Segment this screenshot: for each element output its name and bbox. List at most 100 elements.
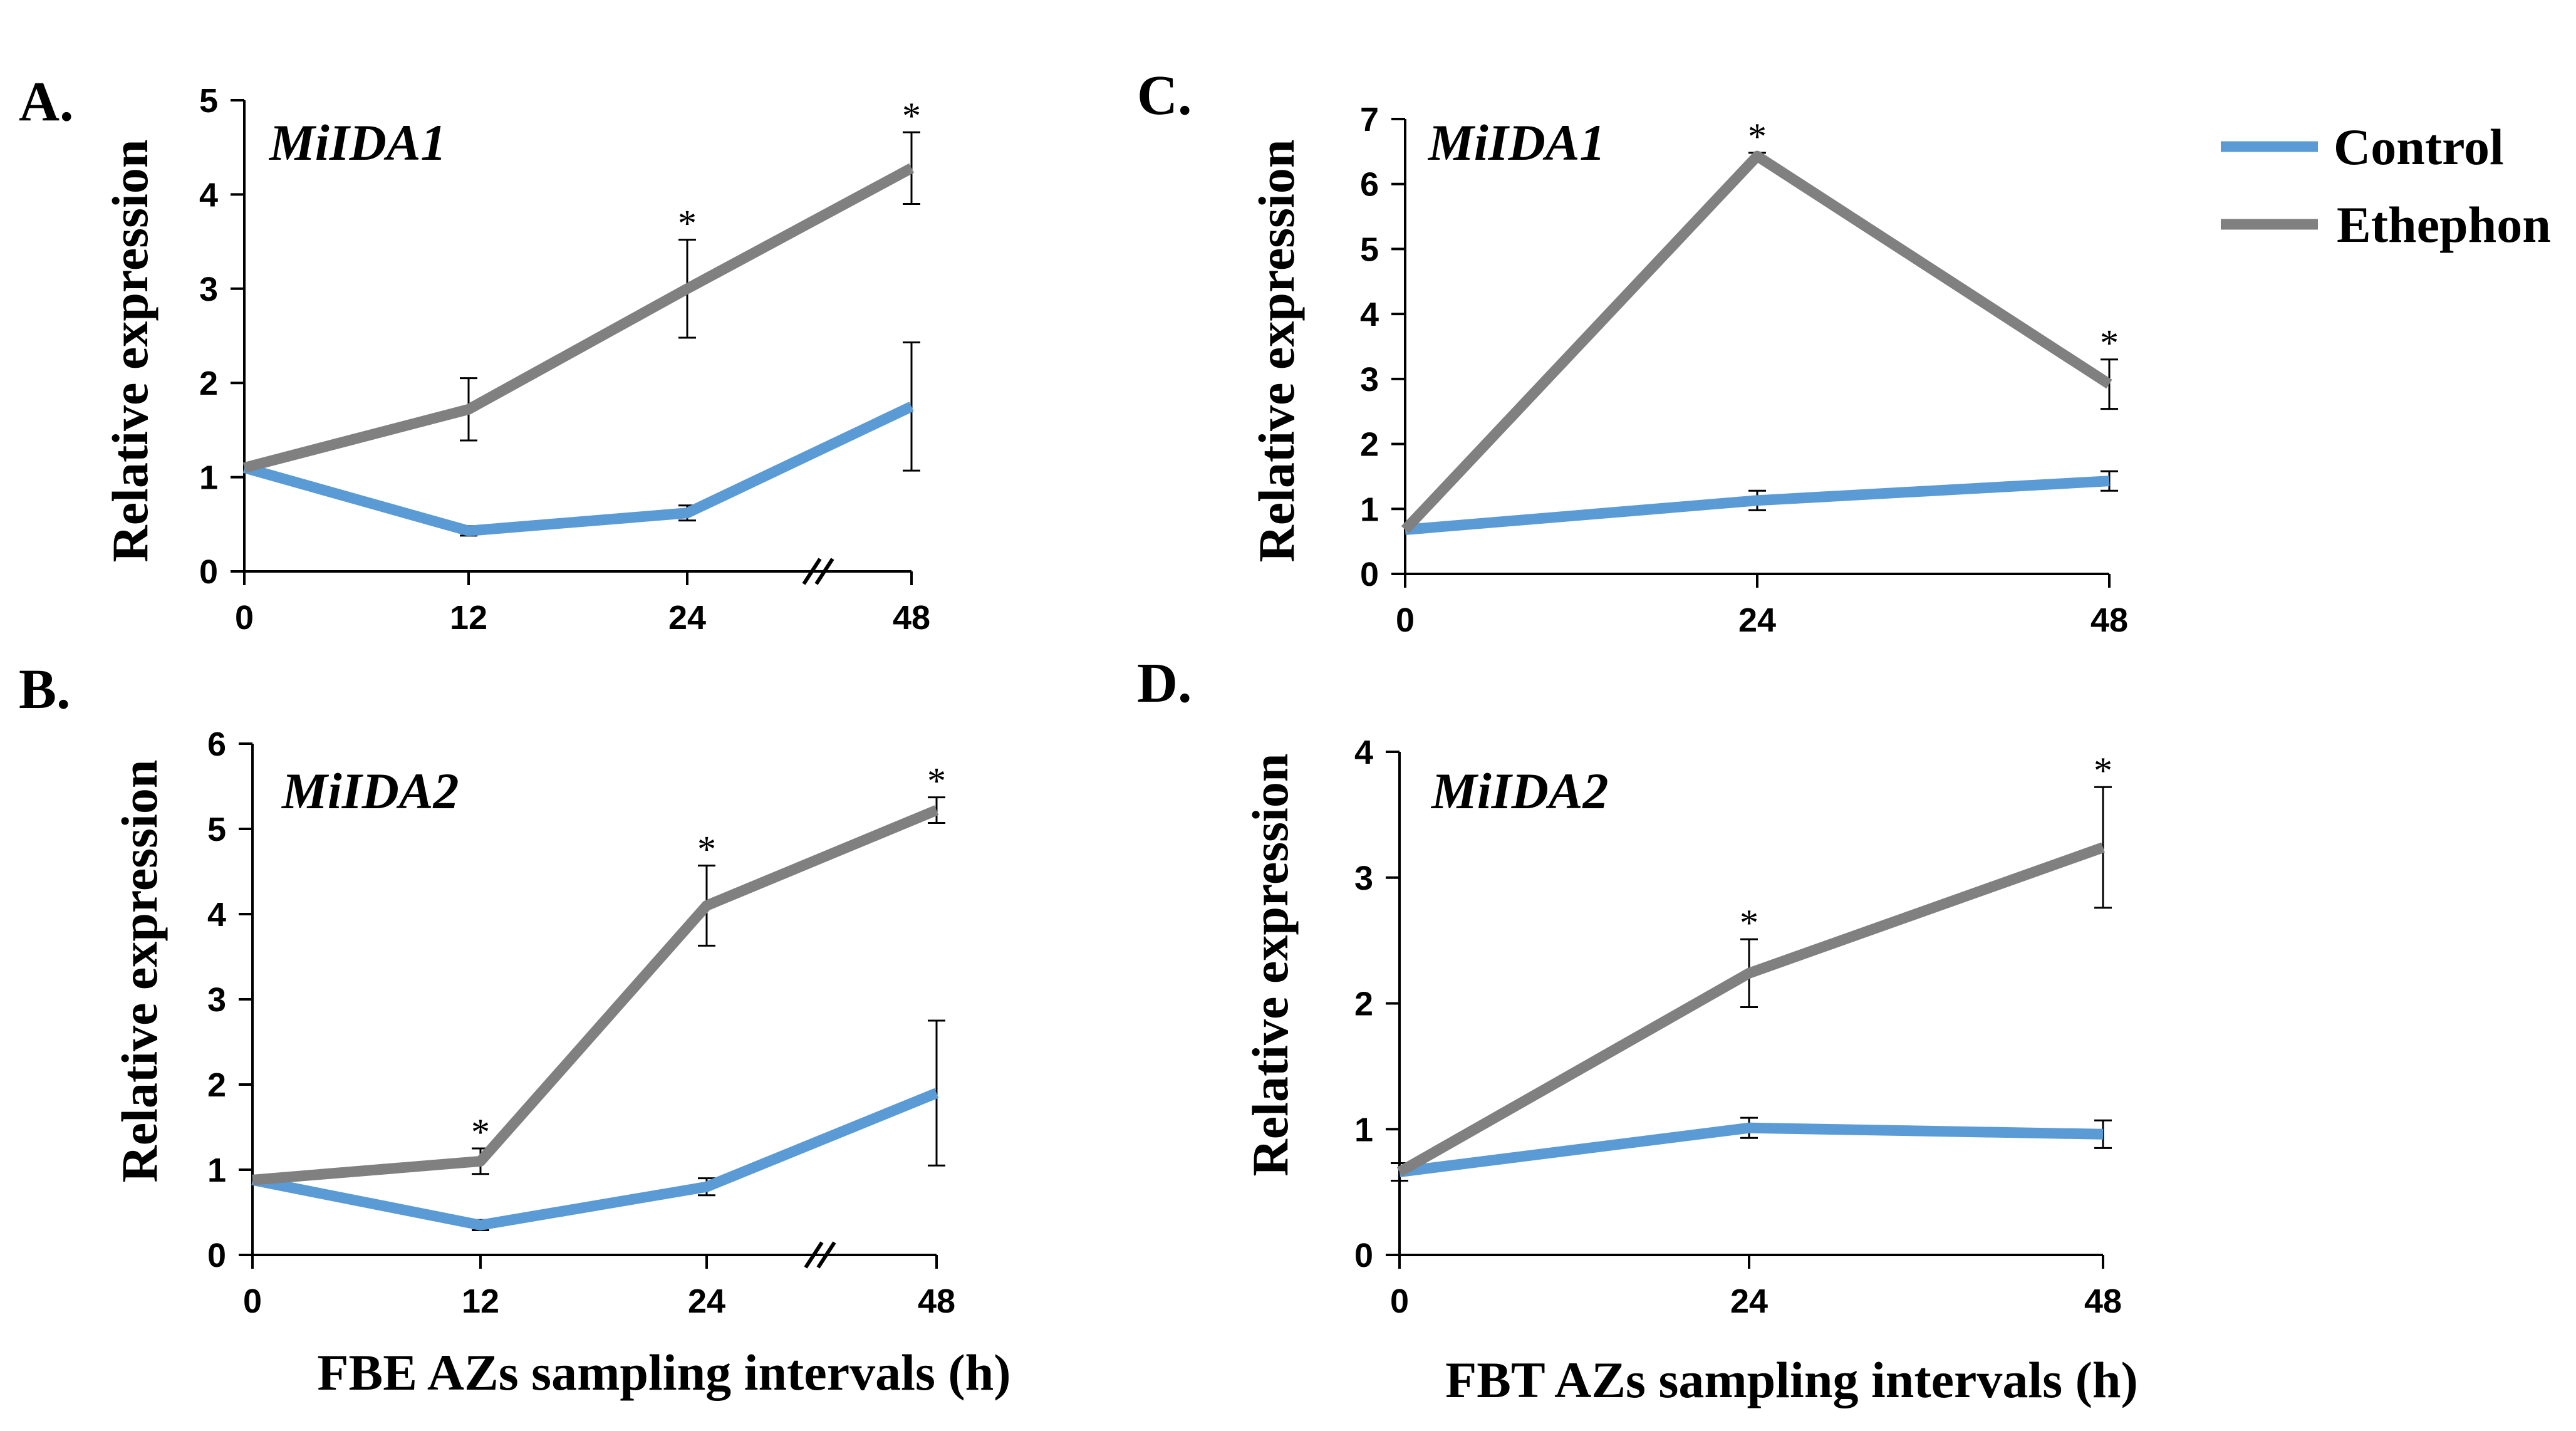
legend-label-control: Control [2334, 118, 2504, 175]
panel-b-y-tick-label: 4 [207, 896, 226, 934]
axis-break-mark [804, 1241, 824, 1269]
legend-label-ethephon: Ethephon [2337, 196, 2551, 253]
panel-d-lines [1396, 842, 2105, 1177]
panel-c: C. MiIDA1 Relative expression 0 1 2 3 4 5 6 7 0 2… [1137, 65, 2128, 639]
panel-c-ethephon-significance-star: * [1748, 116, 1767, 157]
panel-d-x-tick-label: 48 [2084, 1283, 2122, 1320]
panel-b-y-tick-label: 3 [207, 981, 226, 1019]
panel-c-y-tick-label: 1 [1360, 491, 1379, 528]
axis-break-mark [802, 558, 822, 585]
legend: Control Ethephon [2221, 118, 2551, 253]
panel-label-d: D. [1137, 652, 1192, 714]
panel-c-y-tick-label: 2 [1360, 426, 1379, 464]
panel-c-ethephon-significance-star: * [2100, 323, 2119, 364]
panel-b-x-tick-label: 24 [688, 1283, 725, 1320]
panel-a-y-axis-label: Relative expression [101, 140, 158, 563]
panel-d-x-tick-label: 0 [1390, 1283, 1409, 1320]
panel-d-ethephon-significance-star: * [2094, 750, 2112, 791]
panel-a-control-line [242, 402, 914, 536]
panel-b-y-tick-label: 5 [207, 811, 226, 848]
panel-b-ethephon-significance-star: * [697, 828, 716, 870]
panel-d-y-tick-label: 0 [1354, 1237, 1373, 1274]
panel-c-lines [1401, 150, 2112, 535]
panel-b-x-tick-label: 0 [243, 1283, 262, 1320]
panel-d-y-tick-label: 2 [1354, 986, 1373, 1023]
panel-d-y-axis-label: Relative expression [1242, 754, 1299, 1177]
panel-d-x-tick-label: 24 [1730, 1283, 1768, 1320]
panel-c-y-tick-label: 7 [1360, 101, 1379, 138]
panel-c-y-axis-label: Relative expression [1248, 140, 1305, 563]
panel-a-y-tick-label: 4 [199, 176, 218, 214]
panel-c-x-tick-label: 24 [1738, 601, 1776, 639]
panel-label-c: C. [1137, 65, 1192, 127]
panel-d-ethephon-significance-star: * [1740, 902, 1758, 944]
panel-c-control-line [1405, 476, 2110, 535]
panel-b-y-tick-label: 0 [207, 1237, 226, 1274]
panel-a-y-tick-label: 3 [199, 271, 218, 308]
panel-c-x-tick-label: 48 [2090, 601, 2128, 639]
panel-b-y-tick-label: 6 [207, 726, 226, 763]
panel-b-lines [251, 805, 939, 1231]
panel-c-axes: 0 1 2 3 4 5 6 7 0 24 48 [1360, 101, 2128, 639]
panel-b-x-tick-label: 48 [918, 1283, 955, 1320]
panel-c-y-tick-label: 3 [1360, 361, 1379, 398]
panel-c-y-tick-label: 5 [1360, 231, 1379, 268]
panel-label-a: A. [19, 71, 74, 133]
panel-a-x-tick-label: 48 [893, 599, 930, 637]
panel-a-y-tick-label: 1 [199, 459, 218, 497]
panel-a-y-tick-label: 0 [199, 553, 218, 591]
panel-c-x-tick-label: 0 [1396, 601, 1415, 639]
panel-a-x-tick-label: 0 [235, 599, 254, 637]
panel-c-y-tick-label: 4 [1360, 296, 1379, 333]
panel-a-y-tick-label: 2 [199, 365, 218, 402]
panel-b-y-tick-label: 2 [207, 1066, 226, 1104]
panel-b-ethephon-significance-star: * [927, 761, 946, 802]
panel-d: D. MiIDA2 Relative expression FBT AZs sa… [1137, 652, 2138, 1408]
panel-d-y-tick-label: 3 [1354, 860, 1373, 897]
panel-a-ethephon-line [242, 163, 915, 473]
panel-b-x-axis-label: FBE AZs sampling intervals (h) [317, 1344, 1010, 1401]
axis-break-mark [814, 558, 834, 585]
panel-b-gene-title: MiIDA2 [281, 762, 459, 820]
panel-b-x-tick-label: 12 [462, 1283, 499, 1320]
panel-d-control-line [1398, 1122, 2104, 1177]
panel-a-gene-title: MiIDA1 [268, 114, 447, 171]
panel-c-significance: ** [1748, 116, 2119, 364]
panel-b-axis-break [804, 1241, 836, 1269]
panel-c-y-tick-label: 6 [1360, 166, 1379, 204]
panel-b: B. MiIDA2 Relative expression FBE AZs sa… [19, 658, 1011, 1401]
panel-b-y-axis-label: Relative expression [111, 760, 168, 1183]
panel-b-y-tick-label: 1 [207, 1152, 226, 1189]
axis-break-mark [816, 1241, 836, 1269]
panel-c-y-tick-label: 0 [1360, 556, 1379, 593]
panel-a-x-tick-label: 12 [450, 599, 487, 637]
panel-d-y-tick-label: 1 [1354, 1111, 1373, 1148]
panel-a-error-bars [460, 131, 920, 537]
panel-d-significance: ** [1740, 750, 2112, 944]
panel-a-ethephon-significance-star: * [678, 203, 697, 244]
panel-d-x-axis-label: FBT AZs sampling intervals (h) [1445, 1351, 2138, 1408]
panel-a-y-tick-label: 5 [199, 82, 218, 120]
panel-d-y-tick-label: 4 [1354, 734, 1373, 771]
panel-d-gene-title: MiIDA2 [1430, 762, 1609, 820]
panel-c-gene-title: MiIDA1 [1427, 114, 1606, 171]
panel-b-ethephon-line [252, 805, 939, 1185]
panel-label-b: B. [19, 658, 71, 721]
panel-a-axis-break [802, 558, 834, 585]
panel-b-significance: * * * [471, 761, 946, 1153]
panel-a-significance: ** [678, 95, 921, 244]
panel-a-ethephon-significance-star: * [902, 95, 921, 137]
panel-a-lines [242, 163, 915, 536]
panel-c-error-bars [1748, 152, 2118, 511]
panel-a-x-tick-label: 24 [668, 599, 706, 637]
panel-d-axes: 0 1 2 3 4 0 24 48 [1354, 734, 2122, 1320]
panel-d-error-bars [1391, 786, 2112, 1182]
panel-b-control-line [251, 1088, 939, 1231]
panel-b-ethephon-significance-star: * [471, 1111, 490, 1153]
panel-c-ethephon-line [1401, 150, 2112, 534]
panel-d-ethephon-line [1396, 842, 2105, 1177]
